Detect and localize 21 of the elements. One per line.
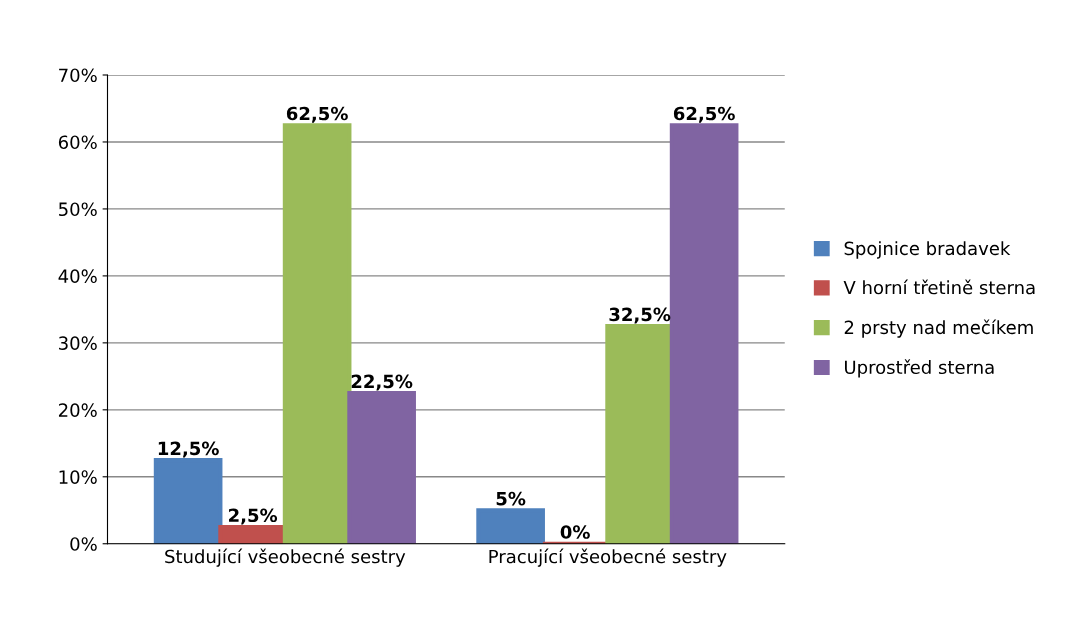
y-tick-label: 70% xyxy=(59,68,97,83)
legend-label: Uprostřed sterna xyxy=(845,359,994,378)
data-label: 62,5% xyxy=(673,106,735,123)
y-tick-label: 30% xyxy=(59,336,97,350)
legend-label: Spojnice bradavek xyxy=(844,241,1011,259)
y-tick-label: 20% xyxy=(58,403,97,417)
x-tick-label: Studující všeobecné sestry xyxy=(165,548,406,567)
x-tick-label: Pracující všeobecné sestry xyxy=(489,548,727,567)
y-tick-label: 50% xyxy=(59,202,97,217)
data-label: 22,5% xyxy=(351,374,413,391)
data-label: 62,5% xyxy=(286,106,348,123)
data-label: 0% xyxy=(560,525,590,539)
y-tick-label: 60% xyxy=(58,135,97,150)
y-tick-label: 40% xyxy=(58,269,97,284)
legend-label: V horní třetině sterna xyxy=(843,279,1035,295)
data-label: 5% xyxy=(496,491,526,506)
y-tick-label: 0% xyxy=(70,537,97,551)
y-tick-label: 10% xyxy=(59,470,97,484)
data-label: 2,5% xyxy=(229,508,278,525)
data-label: 12,5% xyxy=(158,441,219,458)
legend-label: 2 prsty nad mečíkem xyxy=(844,319,1033,338)
